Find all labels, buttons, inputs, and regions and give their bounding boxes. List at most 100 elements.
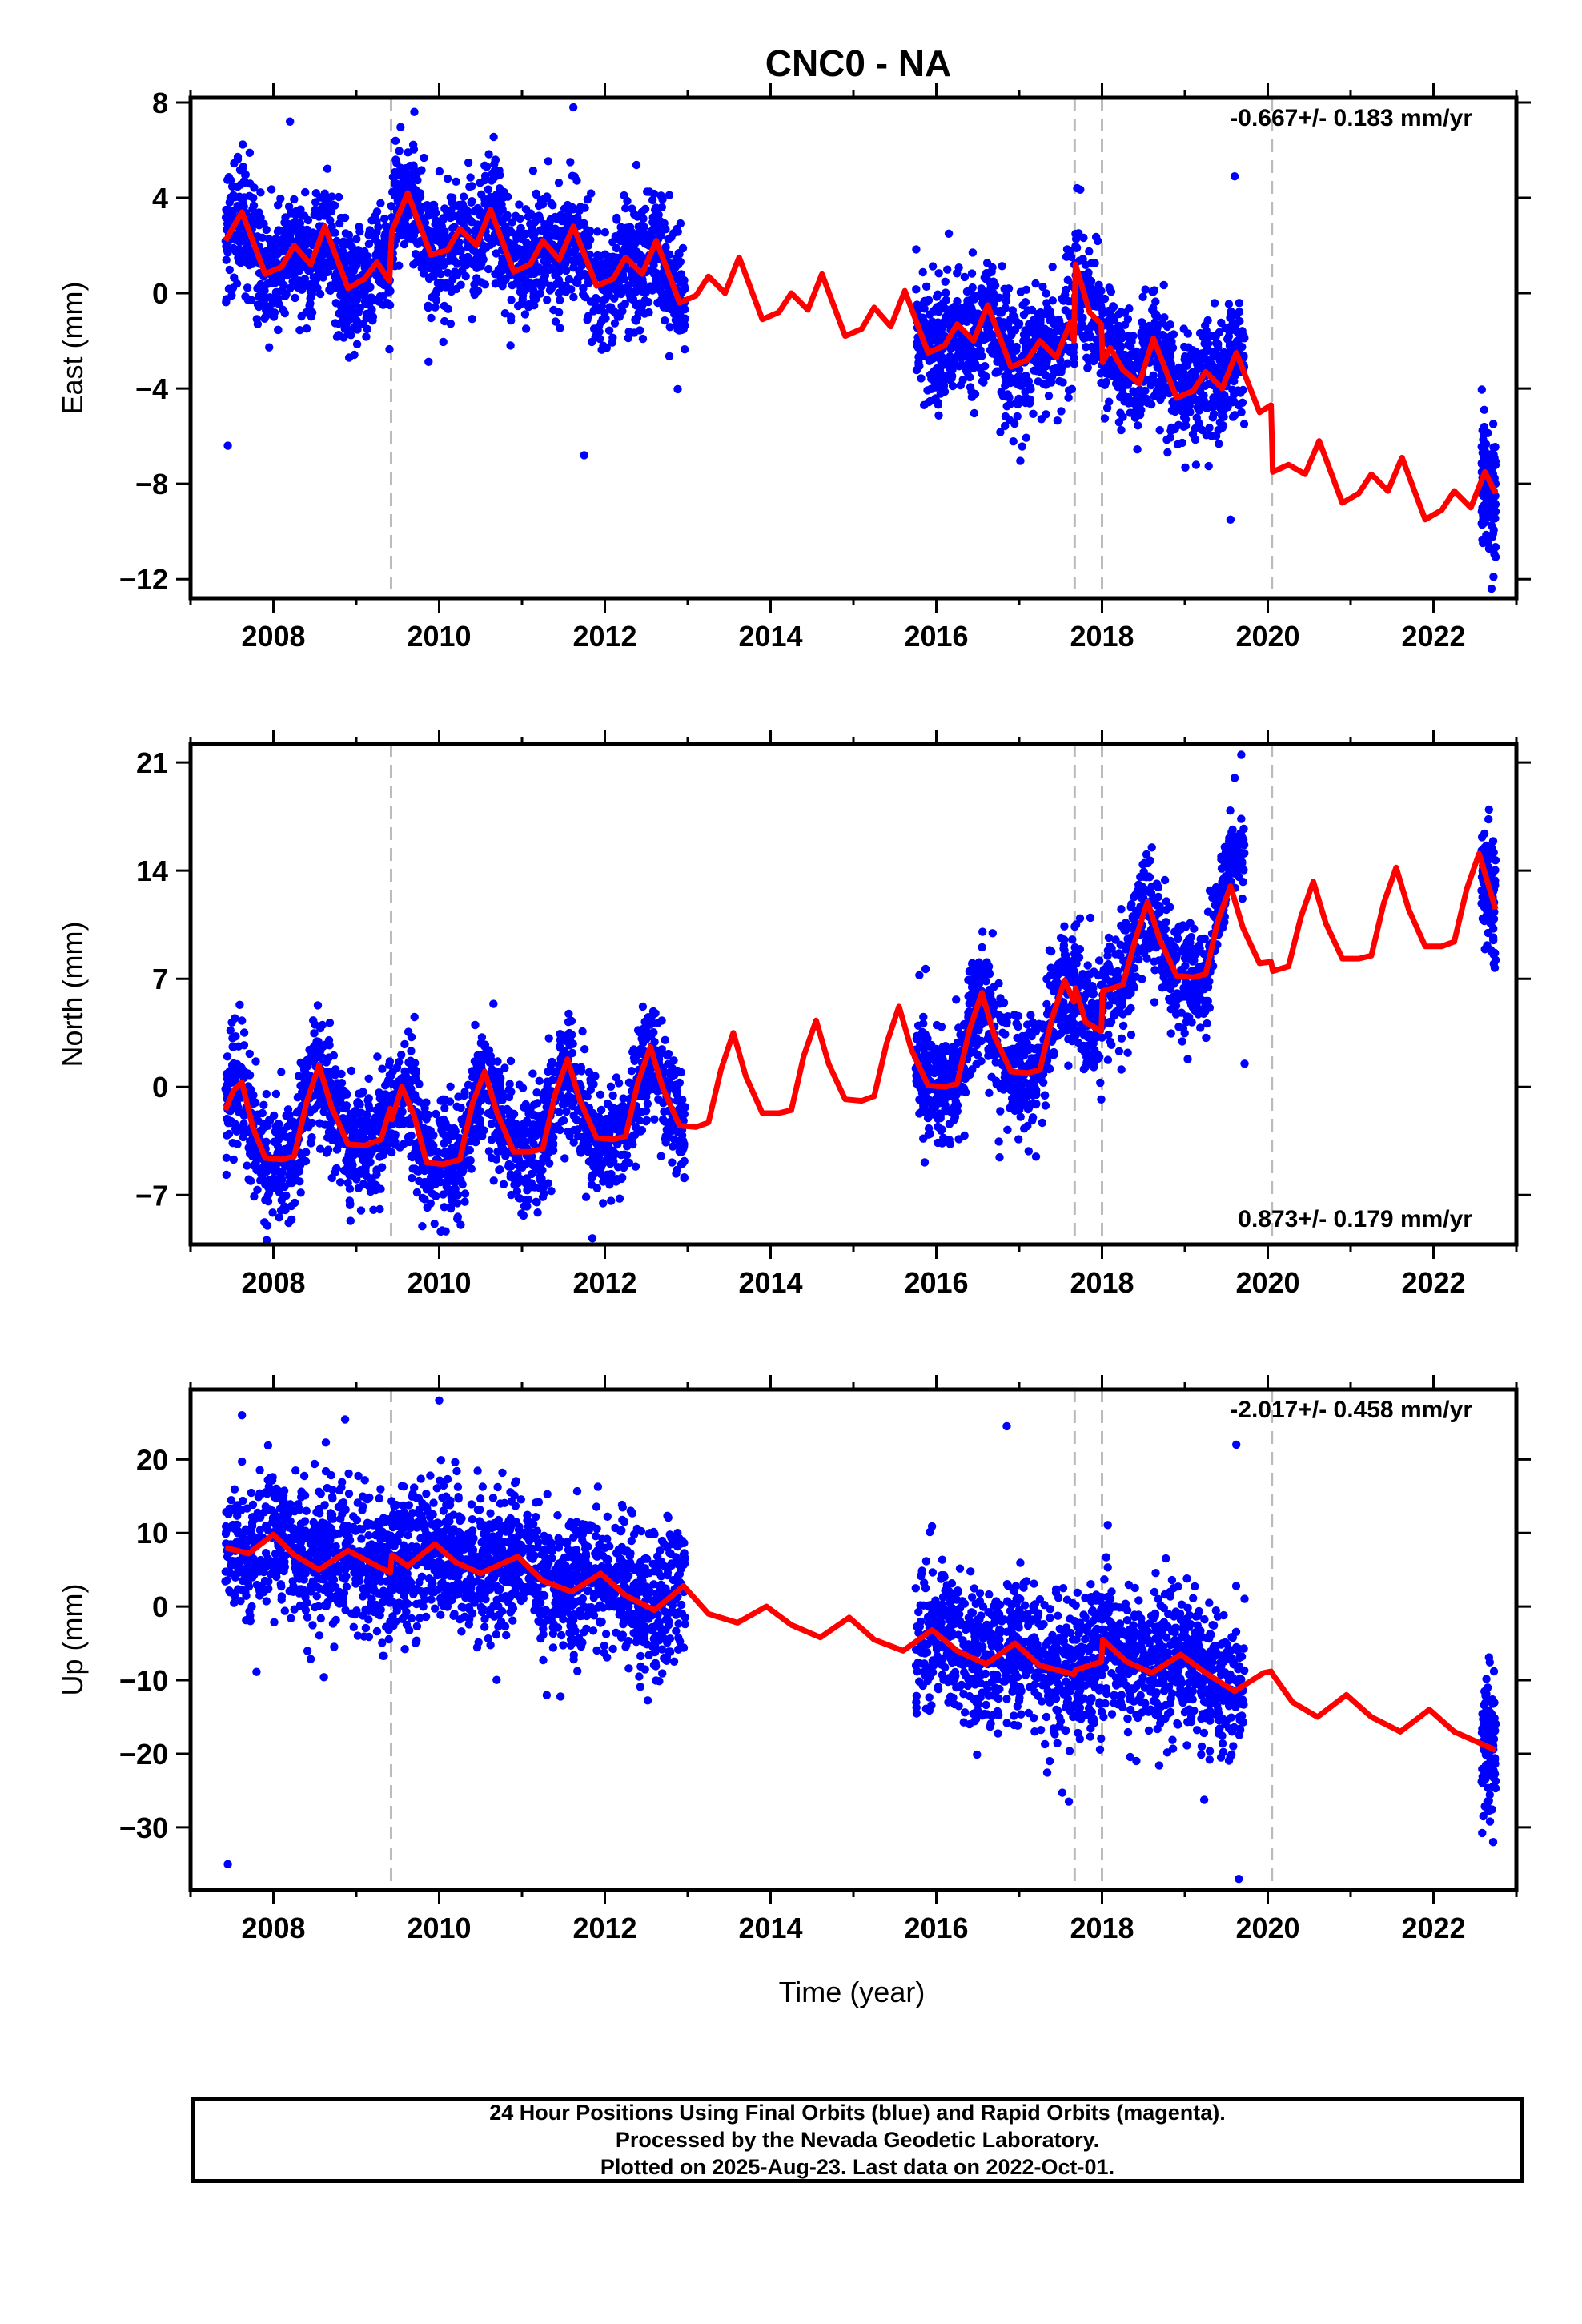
east-data-point-3377 [1195, 405, 1204, 414]
north-data-point-1233 [677, 1096, 686, 1105]
east-data-point-1299 [600, 228, 609, 237]
east-data-point-1468 [331, 276, 340, 285]
east-data-point-1843 [343, 324, 352, 333]
north-data-point-1098 [560, 1154, 569, 1163]
east-data-point-1445 [608, 238, 617, 247]
east-data-point-1132 [332, 332, 342, 341]
east-data-point-3366 [937, 352, 946, 362]
north-data-point-813 [562, 1107, 571, 1116]
east-y-axis-label: East (mm) [56, 282, 89, 415]
north-data-point-1144 [523, 1186, 532, 1195]
east-data-point-1137 [541, 263, 550, 273]
east-data-point-3471 [960, 346, 969, 355]
east-data-point-2047 [490, 196, 499, 205]
east-data-point-3505 [996, 428, 1005, 436]
north-data-point-780 [624, 1078, 634, 1087]
east-data-point-105 [587, 189, 596, 198]
east-data-point-1656 [302, 324, 311, 333]
east-data-point-2923 [1191, 460, 1201, 469]
east-data-point-1658 [545, 286, 555, 295]
east-data-point-3416 [1023, 306, 1032, 315]
east-data-point-1702 [428, 263, 438, 272]
east-data-point-3429 [960, 272, 970, 282]
east-data-point-1049 [379, 300, 387, 309]
north-data-point-389 [638, 1002, 648, 1011]
east-data-point-3119 [1078, 313, 1087, 322]
east-data-point-587 [446, 320, 456, 328]
east-data-point-2731 [921, 282, 931, 291]
east-data-point-1791 [655, 225, 664, 234]
east-data-point-1305 [467, 216, 476, 226]
north-data-point-604 [275, 1213, 283, 1222]
east-data-point-2044 [282, 240, 291, 249]
east-data-point-3259 [1117, 308, 1126, 316]
north-data-point-184 [408, 1173, 416, 1183]
east-data-point-1553 [427, 210, 436, 219]
east-data-point-1510 [530, 301, 539, 310]
east-data-point-290 [583, 195, 592, 204]
east-data-point-955 [400, 239, 409, 249]
east-data-point-3591 [1491, 553, 1500, 561]
east-data-point-3213 [1010, 312, 1019, 321]
north-plot-area [221, 744, 1500, 1244]
east-data-point-3525 [1182, 374, 1191, 383]
east-data-point-1756 [583, 316, 592, 324]
east-data-point-3254 [967, 392, 977, 401]
east-data-point-1341 [420, 153, 428, 163]
east-data-point-3364 [1218, 356, 1227, 365]
east-data-point-2947 [1121, 380, 1130, 388]
east-data-point-3436 [1191, 371, 1199, 380]
east-data-point-1124 [503, 211, 512, 220]
north-data-point-479 [378, 1064, 387, 1073]
east-data-point-3303 [1001, 304, 1010, 312]
east-data-point-1173 [608, 305, 616, 315]
east-y-tick-label-0: 8 [152, 86, 168, 119]
north-data-point-1115 [535, 1076, 544, 1086]
east-data-point-1337 [392, 179, 401, 188]
east-data-point-1892 [307, 235, 315, 243]
east-data-point-3468 [950, 302, 959, 312]
east-data-point-3235 [1106, 287, 1116, 296]
east-data-point-3532 [1227, 344, 1236, 354]
east-data-point-223 [267, 185, 276, 194]
east-data-point-2928 [1024, 376, 1034, 386]
east-data-point-531 [551, 317, 560, 326]
north-data-point-654 [608, 1091, 617, 1100]
east-data-point-3034 [1153, 363, 1162, 372]
east-data-point-3356 [1053, 368, 1062, 376]
east-data-point-3242 [946, 344, 955, 353]
east-data-point-200 [468, 315, 476, 324]
east-data-point-2022 [326, 255, 335, 265]
east-data-point-833 [556, 296, 564, 304]
east-data-point-1652 [460, 192, 468, 201]
east-data-point-214 [245, 148, 255, 157]
east-data-point-2970 [1044, 392, 1054, 400]
east-data-point-3410 [1124, 355, 1133, 364]
east-data-point-1653 [410, 107, 419, 116]
east-data-point-1942 [431, 303, 440, 312]
east-data-point-1819 [287, 208, 295, 217]
east-data-point-2019 [569, 239, 578, 248]
east-data-point-2815 [1093, 236, 1102, 246]
east-data-point-3435 [953, 269, 962, 278]
east-data-point-222 [648, 195, 657, 205]
east-data-point-3425 [1042, 299, 1051, 308]
east-data-point-3502 [1211, 368, 1219, 377]
east-data-point-2001 [401, 167, 410, 176]
east-plot-area [221, 98, 1500, 598]
east-data-point-1885 [316, 193, 325, 202]
east-data-point-3443 [1030, 331, 1040, 340]
east-y-tick-label-3: −4 [135, 372, 168, 405]
east-data-point-2029 [491, 279, 500, 288]
east-data-point-3476 [1108, 328, 1117, 337]
east-data-point-1764 [283, 219, 293, 228]
north-data-point-135 [364, 1074, 373, 1084]
east-x-tick-label-5: 2018 [1070, 620, 1134, 653]
north-data-point-201 [460, 1189, 470, 1198]
east-data-point-2541 [943, 265, 952, 274]
east-data-point-3189 [1090, 259, 1099, 267]
east-data-point-3441 [1150, 286, 1159, 295]
north-data-point-61 [596, 1090, 605, 1100]
east-data-point-3004 [934, 400, 943, 409]
east-data-point-961 [404, 148, 412, 157]
